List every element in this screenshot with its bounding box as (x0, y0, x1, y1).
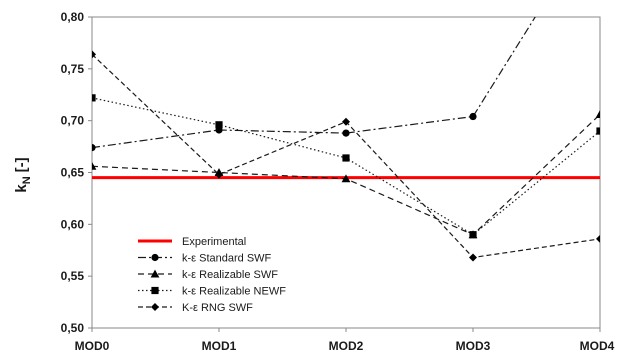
data-point (342, 154, 350, 162)
data-point (215, 170, 223, 179)
data-point (469, 253, 477, 262)
legend-marker (151, 286, 159, 295)
data-point (341, 174, 351, 183)
series-line (92, 17, 536, 149)
series-group (92, 17, 600, 262)
data-point (92, 161, 97, 170)
y-tick-label: 0,50 (61, 321, 85, 335)
legend-label-experimental: Experimental (182, 236, 246, 248)
x-tick-label: MOD2 (329, 339, 364, 353)
data-point (342, 117, 350, 126)
legend-marker (151, 303, 159, 311)
data-point (215, 121, 223, 129)
series-2 (92, 110, 600, 239)
data-point (92, 144, 96, 152)
data-point (469, 231, 477, 239)
data-point (92, 94, 96, 102)
y-tick-label: 0,80 (61, 10, 85, 24)
legend-label: k-ε Realizable SWF (182, 269, 278, 281)
x-tick-label: MOD0 (75, 339, 110, 353)
y-axis-label-sub: N (21, 176, 33, 184)
data-point (596, 127, 600, 135)
x-tick-label: MOD1 (202, 339, 237, 353)
y-tick-label: 0,70 (61, 114, 85, 128)
series-1 (92, 17, 536, 152)
y-tick-label: 0,75 (61, 62, 85, 76)
legend-label: k-ε Standard SWF (182, 253, 272, 265)
data-point (595, 110, 600, 118)
series-3 (92, 94, 600, 239)
x-axis: MOD0 MOD1 MOD2 MOD3 MOD4 (75, 328, 615, 353)
y-axis: 0,50 0,55 0,60 0,65 0,70 0,75 0,80 (61, 10, 92, 335)
legend-label: k-ε Realizable NEWF (182, 286, 286, 298)
data-point (469, 112, 477, 121)
plot-frame (91, 16, 601, 329)
legend-marker (150, 269, 160, 278)
legend: Experimental k-ε Standard SWF k-ε Realizab… (138, 236, 286, 314)
series-4 (92, 50, 600, 262)
y-axis-label: kN [-] (13, 157, 33, 192)
data-point (92, 50, 96, 59)
y-axis-label-main: k (13, 184, 30, 193)
data-point (342, 129, 350, 137)
y-tick-label: 0,60 (61, 217, 85, 231)
x-tick-label: MOD3 (456, 339, 491, 353)
data-point (596, 234, 600, 243)
x-tick-label: MOD4 (580, 339, 615, 353)
legend-marker (151, 253, 159, 262)
y-tick-label: 0,65 (61, 166, 85, 180)
y-tick-label: 0,55 (61, 269, 85, 283)
legend-label: K-ε RNG SWF (182, 302, 253, 314)
y-axis-label-unit: [-] (13, 157, 30, 172)
